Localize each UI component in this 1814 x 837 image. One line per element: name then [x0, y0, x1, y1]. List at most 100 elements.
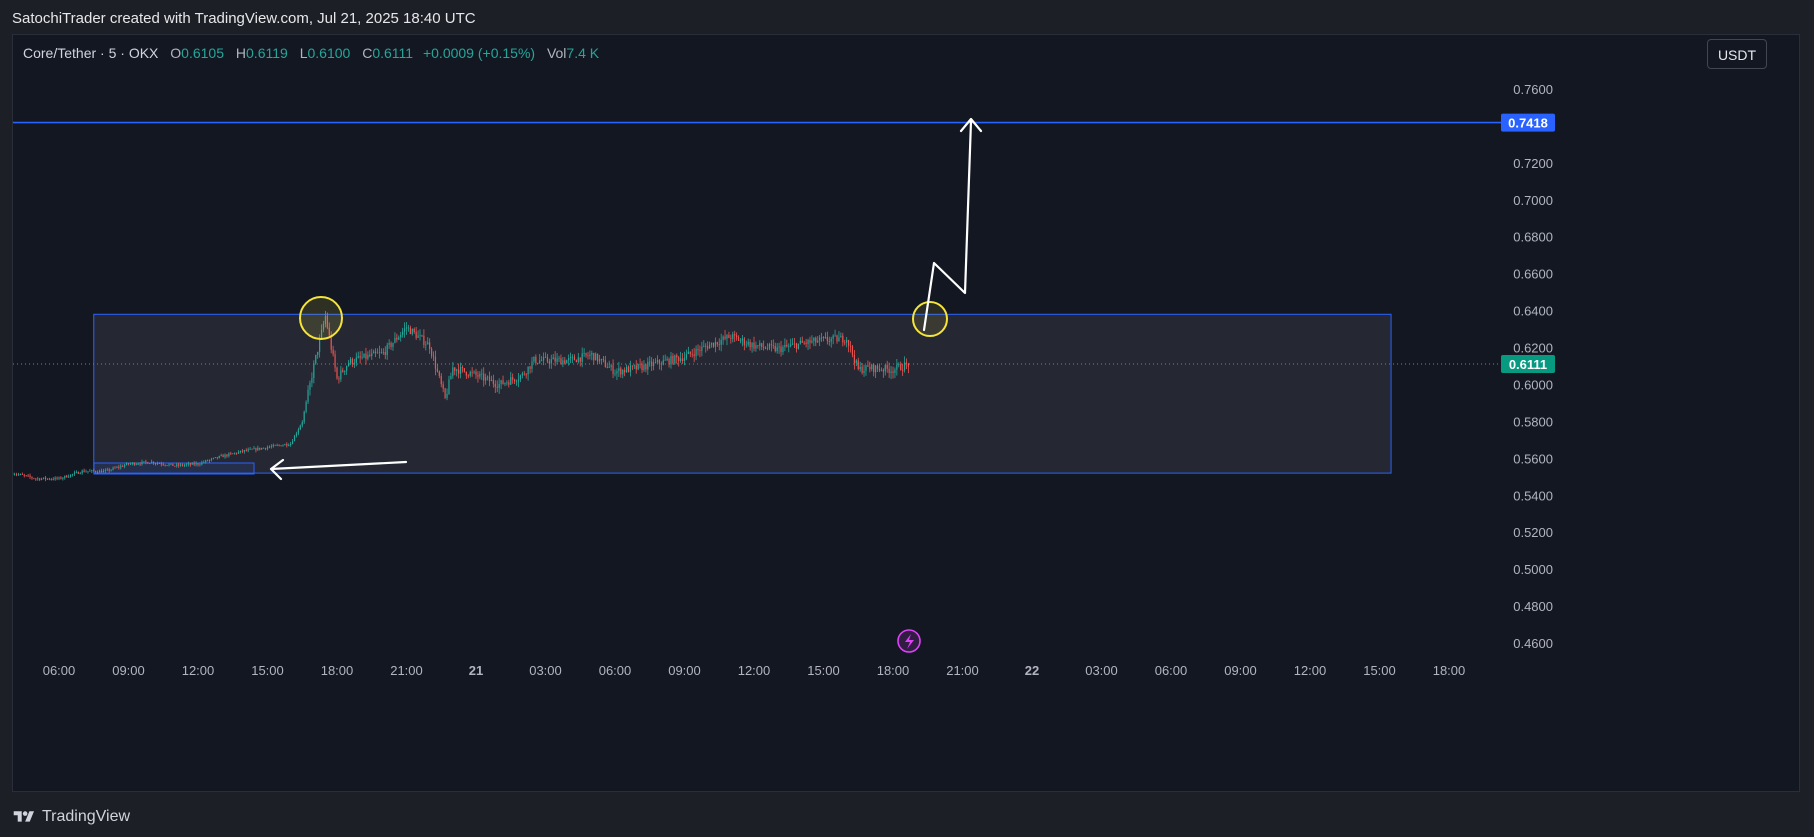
price-tick-label: 0.6000: [1513, 377, 1553, 392]
candle-body: [591, 353, 593, 355]
tradingview-logo-icon[interactable]: [12, 809, 36, 825]
candle-body: [504, 382, 506, 385]
candle-body: [230, 453, 232, 455]
candle-body: [515, 381, 518, 383]
candle-body: [344, 370, 346, 372]
candle-body: [373, 351, 375, 354]
candle-body: [689, 351, 691, 354]
price-chart[interactable]: 0.7600 0.7200 0.7000 0.6800 0.6600 0.6400 0.62…: [13, 35, 1800, 792]
left-pointing-arrow[interactable]: [269, 458, 408, 481]
candle-body: [149, 463, 151, 465]
symbol-title[interactable]: Core/Tether · 5 · OKX: [23, 45, 159, 61]
candle-body: [610, 365, 612, 367]
candle-body: [658, 360, 661, 364]
candle-body: [357, 356, 359, 358]
tradingview-brand[interactable]: TradingView: [42, 807, 131, 825]
candle-body: [255, 448, 257, 451]
candle-body: [654, 362, 657, 363]
candle-body: [579, 357, 581, 362]
candle-body: [361, 357, 363, 359]
time-tick-label: 12:00: [182, 663, 215, 678]
candle-body: [25, 475, 27, 477]
rejection-highlight-circle[interactable]: [299, 296, 343, 340]
candle-body: [494, 383, 496, 387]
chart-pane[interactable]: 0.7600 0.7200 0.7000 0.6800 0.6600 0.6400 0.62…: [12, 34, 1800, 792]
accumulation-box[interactable]: [93, 462, 255, 475]
candle-body: [529, 366, 531, 369]
time-tick-label: 21: [469, 663, 483, 678]
projected-breakout-arrow[interactable]: [922, 117, 983, 332]
candle-body: [766, 348, 769, 350]
candle-body: [606, 367, 608, 368]
candle-body: [380, 352, 383, 353]
breakout-highlight-circle[interactable]: [912, 301, 948, 337]
candle-body: [593, 353, 595, 361]
candle-body: [214, 457, 216, 458]
candle-body: [900, 364, 902, 371]
candle-body: [127, 463, 130, 465]
candle-body: [118, 466, 120, 468]
svg-text:0.6111: 0.6111: [1509, 357, 1547, 372]
candle-body: [332, 349, 334, 355]
candle-body: [359, 356, 361, 358]
candle-body: [425, 344, 427, 346]
candle-body: [479, 373, 481, 377]
candle-body: [871, 364, 873, 370]
candle-body: [91, 470, 93, 471]
candle-body: [797, 343, 800, 349]
candle-body: [268, 446, 271, 448]
candle-body: [562, 360, 564, 365]
candle-body: [68, 476, 70, 478]
candle-body: [490, 379, 493, 382]
candle-body: [409, 327, 411, 335]
candle-body: [708, 344, 711, 349]
price-tick-label: 0.6800: [1513, 230, 1553, 245]
candle-body: [355, 357, 357, 363]
candle-body: [73, 472, 76, 475]
candle-body: [172, 463, 174, 466]
candle-body: [857, 360, 859, 370]
candle-body: [786, 344, 788, 347]
candle-body: [890, 371, 892, 373]
candle-body: [867, 365, 869, 367]
candle-body: [645, 364, 647, 370]
candle-body: [44, 477, 47, 480]
candle-body: [676, 355, 678, 358]
svg-text:0.7418: 0.7418: [1508, 116, 1548, 131]
lightning-icon[interactable]: [897, 629, 921, 653]
candle-body: [697, 348, 699, 351]
candle-body: [282, 445, 284, 447]
candle-body: [737, 337, 740, 341]
candle-body: [622, 369, 624, 375]
candle-body: [892, 371, 894, 373]
candle-body: [649, 361, 651, 363]
credit-text: SatochiTrader created with TradingView.c…: [12, 10, 476, 27]
candle-body: [448, 379, 450, 395]
price-axis[interactable]: 0.7600 0.7200 0.7000 0.6800 0.6600 0.6400 0.62…: [1513, 82, 1553, 651]
candle-body: [303, 411, 305, 423]
price-tick-label: 0.7200: [1513, 156, 1553, 171]
candle-body: [371, 353, 373, 357]
candle-body: [693, 354, 695, 357]
price-tick-label: 0.5400: [1513, 488, 1553, 503]
price-tick-label: 0.7600: [1513, 82, 1553, 97]
candle-body: [313, 363, 315, 379]
candle-body: [815, 337, 817, 343]
candle-body: [726, 335, 728, 339]
candle-body: [585, 353, 587, 356]
time-tick-label: 09:00: [1224, 663, 1257, 678]
candle-body: [317, 351, 319, 355]
candle-body: [817, 340, 819, 343]
candle-body: [546, 356, 549, 362]
candle-body: [245, 450, 247, 451]
time-axis[interactable]: 06:00 09:00 12:00 15:00 18:00 21:00 21 03:00 06:…: [43, 663, 1466, 678]
candle-body: [251, 448, 253, 450]
candle-body: [261, 448, 263, 450]
candle-body: [66, 475, 68, 478]
candle-body: [668, 358, 670, 365]
candle-body: [467, 375, 469, 377]
currency-button[interactable]: USDT: [1707, 39, 1767, 69]
candle-body: [842, 335, 844, 343]
candle-body: [160, 463, 162, 465]
candle-body: [423, 335, 425, 345]
